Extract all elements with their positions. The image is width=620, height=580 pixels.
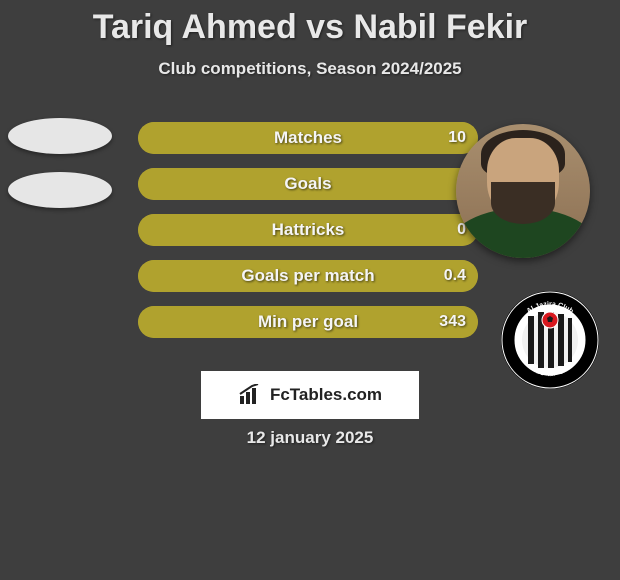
- brand-text: FcTables.com: [270, 385, 382, 405]
- page-subtitle: Club competitions, Season 2024/2025: [0, 59, 620, 79]
- placeholder-ellipse: [8, 118, 112, 154]
- left-player-placeholder: [8, 118, 112, 226]
- stat-bar-row: Matches10: [138, 122, 478, 154]
- stat-bar-value: 0.4: [444, 260, 466, 292]
- player-photo: [456, 124, 590, 258]
- stat-bar-row: Goals4: [138, 168, 478, 200]
- player-beard: [491, 182, 555, 224]
- stat-bar-label: Min per goal: [138, 306, 478, 338]
- stat-bar-label: Matches: [138, 122, 478, 154]
- club-crest: Al Jazira Club Abu Dhabi - UAE: [500, 290, 600, 390]
- stat-bar-value: 343: [439, 306, 466, 338]
- brand-box: FcTables.com: [201, 371, 419, 419]
- page-title: Tariq Ahmed vs Nabil Fekir: [0, 0, 620, 47]
- stat-bars: Matches10 Goals4 Hattricks0 Goals per match…: [138, 122, 478, 352]
- placeholder-ellipse: [8, 172, 112, 208]
- brand-chart-icon: [238, 384, 264, 406]
- date-text: 12 january 2025: [0, 428, 620, 448]
- stat-bar-label: Goals per match: [138, 260, 478, 292]
- stat-bar-label: Hattricks: [138, 214, 478, 246]
- stat-bar-row: Min per goal343: [138, 306, 478, 338]
- stat-bar-row: Hattricks0: [138, 214, 478, 246]
- stat-bar-row: Goals per match0.4: [138, 260, 478, 292]
- stat-bar-label: Goals: [138, 168, 478, 200]
